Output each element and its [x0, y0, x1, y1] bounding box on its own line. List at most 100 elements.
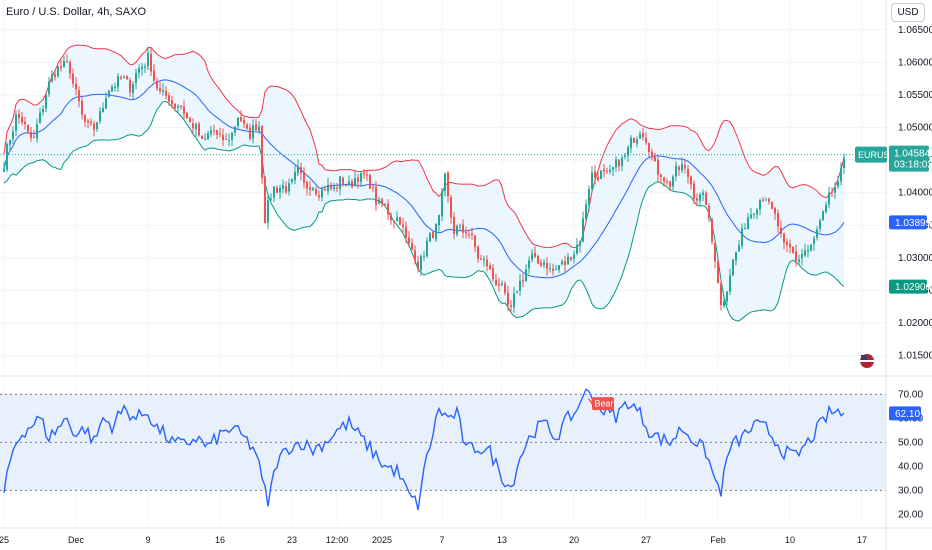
candle [726, 291, 728, 305]
candle-body [249, 127, 251, 139]
candle [123, 74, 125, 79]
candle [567, 252, 569, 265]
candle-body [243, 120, 245, 124]
candle-body [135, 73, 137, 84]
candle [90, 118, 92, 127]
candle-body [828, 192, 830, 205]
flag-canton [861, 355, 867, 360]
candle [168, 92, 170, 106]
candle [369, 174, 371, 190]
candle-body [483, 258, 485, 261]
time-tick-label: 12:00 [326, 535, 349, 545]
candle [219, 127, 221, 138]
candle [756, 207, 758, 220]
candle-body [414, 250, 416, 261]
time-tick-label: 23 [287, 535, 297, 545]
candle-body [687, 168, 689, 177]
candle-body [99, 111, 101, 122]
candle [780, 220, 782, 238]
candle [75, 77, 77, 96]
candle-body [78, 90, 80, 102]
candle-body [42, 109, 44, 112]
candle-body [45, 94, 47, 109]
candle [783, 232, 785, 250]
candle-body [657, 160, 659, 175]
candle [639, 130, 641, 140]
candle [624, 153, 626, 160]
candle [156, 77, 158, 92]
rsi-tick-label: 30.00 [898, 485, 923, 496]
candle-body [60, 66, 62, 68]
candle-body [774, 207, 776, 214]
candle-body [459, 225, 461, 227]
candle-body [30, 132, 32, 138]
candle-body [501, 283, 503, 285]
candle [798, 254, 800, 266]
candle [138, 64, 140, 79]
candle-body [165, 90, 167, 96]
time-tick-label: Dec [68, 535, 85, 545]
candle [753, 213, 755, 219]
candle [480, 254, 482, 261]
candle-body [639, 133, 641, 139]
candle-body [24, 121, 26, 125]
candle-body [507, 292, 509, 305]
candle-body [204, 138, 206, 140]
candle [87, 118, 89, 129]
candle-body [342, 177, 344, 184]
candle [129, 77, 131, 98]
candle-body [642, 133, 644, 138]
candle-body [84, 115, 86, 122]
candle [696, 193, 698, 207]
candle [180, 105, 182, 110]
candle [354, 170, 356, 187]
candle-body [348, 181, 350, 186]
candle-body [222, 135, 224, 141]
candle-body [792, 246, 794, 253]
time-tick-label: 13 [497, 535, 507, 545]
candle [570, 256, 572, 262]
candle [516, 290, 518, 294]
candle-body [132, 84, 134, 93]
candle-body [498, 284, 500, 286]
candle [741, 223, 743, 249]
candle-body [654, 157, 656, 162]
candle-body [156, 80, 158, 89]
candle [228, 133, 230, 147]
symbol-label-bg [855, 146, 887, 163]
candle-body [468, 234, 470, 236]
candle [33, 129, 35, 139]
candle [51, 70, 53, 83]
candle [324, 185, 326, 192]
currency-button[interactable]: USD [891, 3, 925, 22]
candle-body [585, 204, 587, 220]
candle [18, 109, 20, 124]
candle [294, 165, 296, 185]
candle-body [327, 184, 329, 192]
candle-body [471, 233, 473, 236]
candle-body [168, 95, 170, 102]
candle-body [765, 199, 767, 201]
candle-body [630, 137, 632, 148]
candle [78, 86, 80, 108]
candle [423, 250, 425, 262]
candle [6, 142, 8, 173]
candle-body [324, 189, 326, 191]
candle [234, 125, 236, 136]
candle-body [666, 181, 668, 183]
candle [819, 218, 821, 233]
candle-body [192, 123, 194, 129]
candle [393, 220, 395, 229]
candle-body [189, 118, 191, 123]
candle-body [270, 198, 272, 200]
candle [468, 229, 470, 239]
rsi-line [3, 388, 845, 511]
candle [57, 66, 59, 78]
time-tick-label: 10 [785, 535, 795, 545]
candle [162, 83, 164, 96]
candle-body [387, 203, 389, 215]
candle-body [819, 220, 821, 229]
candle [492, 264, 494, 282]
candle [729, 268, 731, 295]
